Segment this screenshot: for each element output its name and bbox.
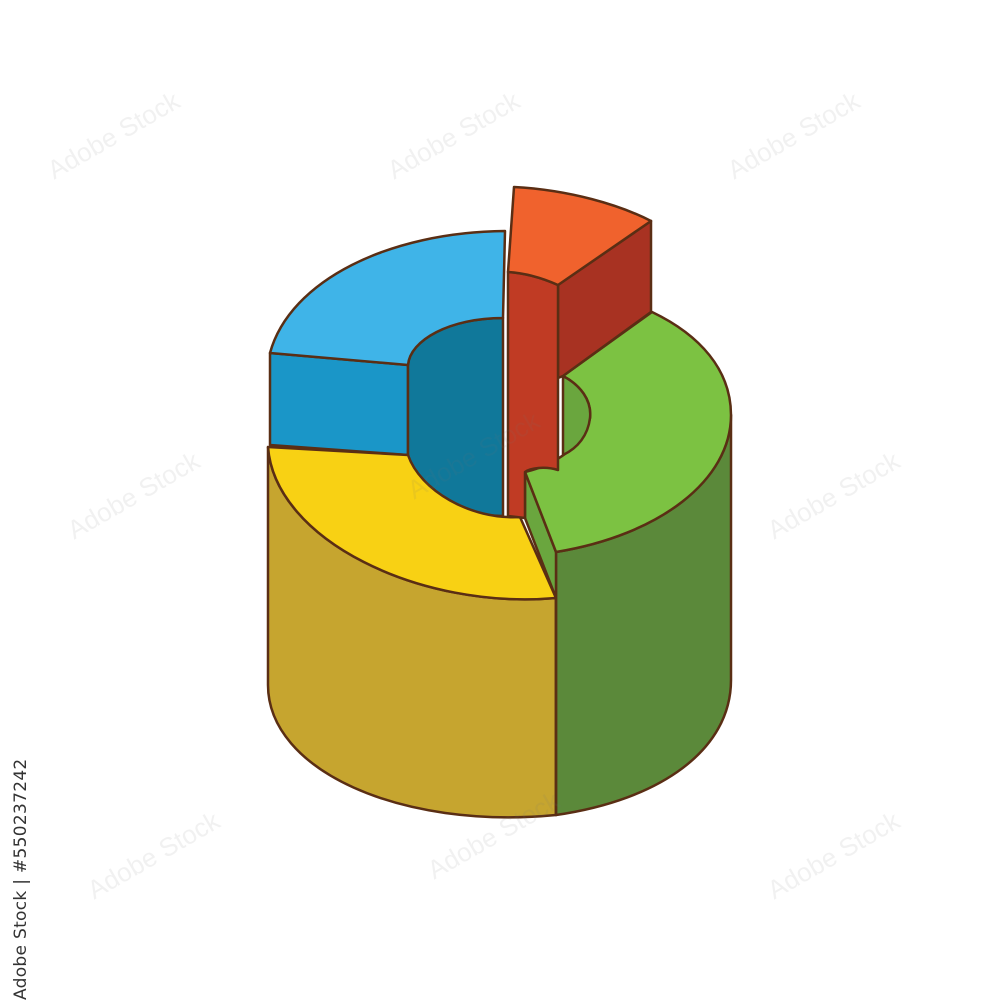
green-segment-inner-wall	[561, 374, 592, 457]
stock-credit-id: Adobe Stock | #550237242	[11, 758, 31, 1000]
blue-segment-side	[268, 351, 410, 457]
red-segment-top	[506, 185, 653, 287]
blue-segment-top	[268, 229, 507, 367]
yellow-segment-top	[266, 445, 558, 601]
